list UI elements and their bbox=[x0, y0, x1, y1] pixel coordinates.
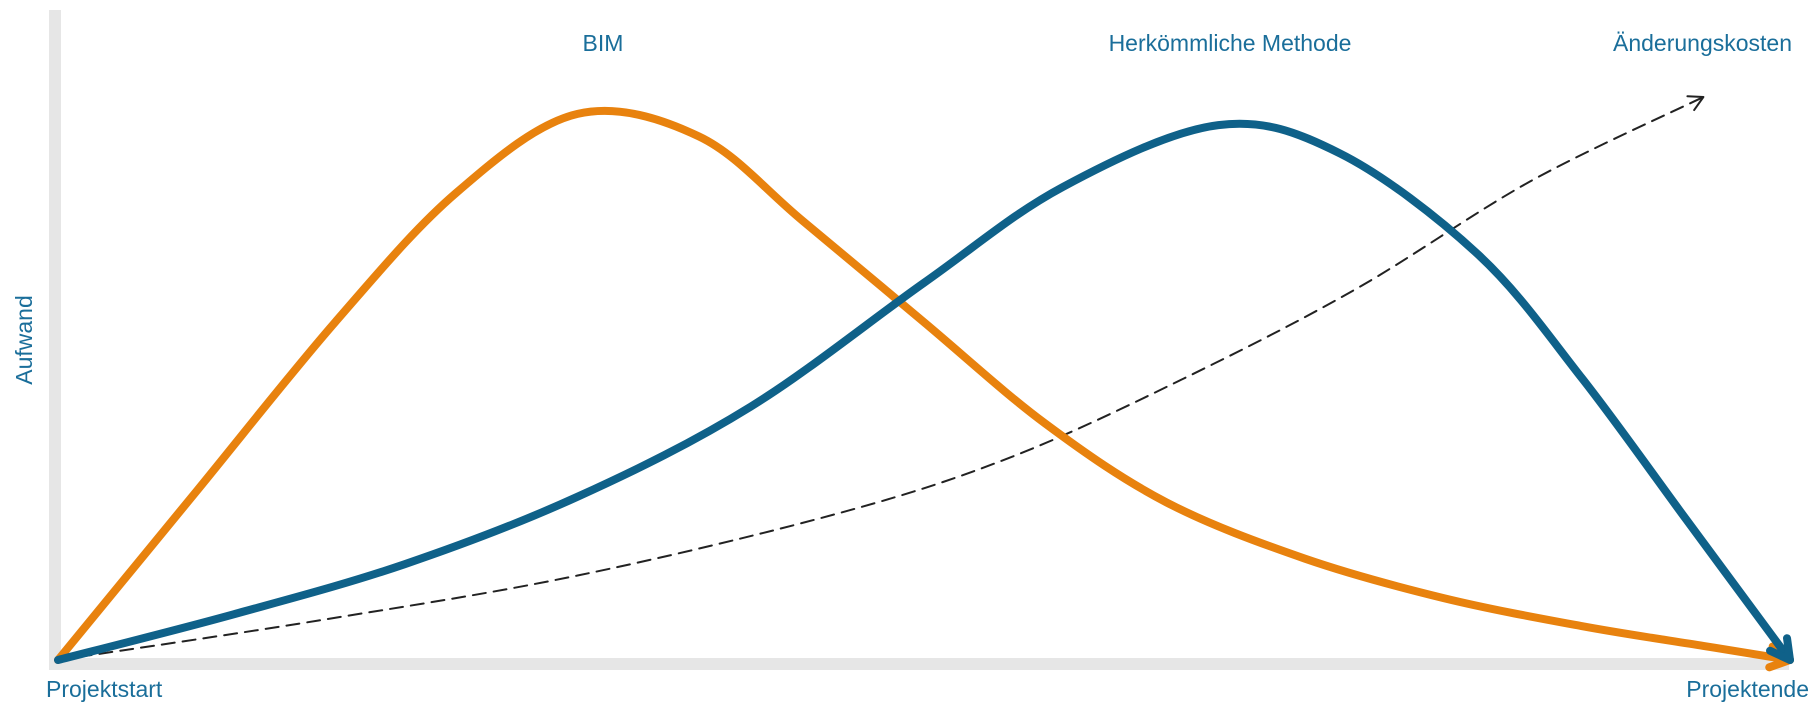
series-line-2 bbox=[57, 96, 1705, 661]
series-line-1 bbox=[54, 119, 1794, 664]
series-label-bim: BIM bbox=[583, 30, 624, 56]
x-tick-label-start: Projektstart bbox=[46, 676, 163, 702]
series-line-0 bbox=[54, 106, 1794, 664]
series-1-arrowhead bbox=[1766, 634, 1794, 664]
series-2-arrowhead bbox=[1686, 95, 1705, 112]
x-tick-label-end: Projektende bbox=[1686, 676, 1809, 702]
y-axis-label: Aufwand bbox=[11, 295, 37, 385]
series-label-herkoemmliche-methode: Herkömmliche Methode bbox=[1109, 30, 1352, 56]
x-axis bbox=[49, 658, 1789, 670]
series-layer bbox=[54, 95, 1794, 672]
y-axis bbox=[49, 10, 61, 670]
series-label-aenderungskosten: Änderungskosten bbox=[1613, 30, 1792, 56]
